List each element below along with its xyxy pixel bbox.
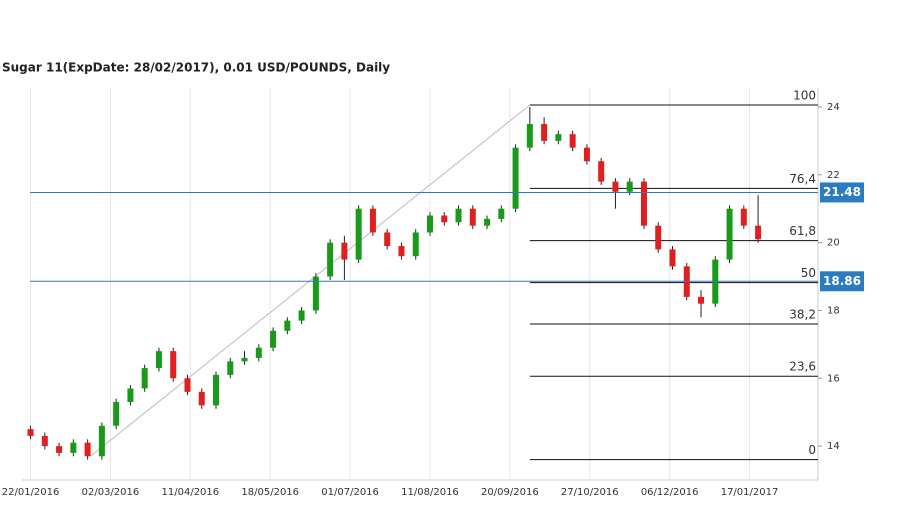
candle-body	[455, 208, 462, 223]
candle-body	[241, 357, 248, 362]
candle-body	[626, 181, 633, 192]
y-tick-label: 22	[827, 170, 840, 181]
candle-body	[484, 218, 491, 226]
candle-body	[341, 242, 348, 260]
x-tick-label: 27/10/2016	[561, 487, 619, 498]
candle-body	[598, 161, 605, 182]
candle-body	[198, 391, 205, 406]
candle-body	[512, 147, 519, 209]
candle-body	[726, 208, 733, 260]
candle-body	[669, 249, 676, 267]
candle-body	[583, 147, 590, 162]
candle-body	[740, 208, 747, 226]
candle-body	[655, 225, 662, 250]
candle-body	[184, 378, 191, 392]
fib-label: 23,6	[789, 360, 816, 374]
y-tick-label: 20	[827, 238, 840, 249]
fib-label: 76,4	[789, 172, 816, 186]
y-tick-label: 24	[827, 102, 840, 113]
candle-body	[569, 134, 576, 148]
candle-body	[70, 442, 77, 453]
price-label-box	[820, 271, 864, 292]
candle-body	[155, 351, 162, 369]
candle-body	[327, 242, 334, 277]
y-tick-label: 16	[827, 373, 840, 384]
x-tick-label: 22/01/2016	[2, 487, 60, 498]
candle-body	[698, 296, 705, 304]
candle-body	[213, 374, 220, 406]
candle-body	[127, 388, 134, 403]
candle-body	[56, 446, 63, 453]
candle-body	[255, 347, 262, 358]
chart-title: Sugar 11(ExpDate: 28/02/2017), 0.01 USD/…	[2, 61, 390, 75]
y-tick-label: 18	[827, 305, 840, 316]
candle-body	[141, 368, 148, 389]
candle-body	[270, 330, 277, 348]
candle-body	[426, 215, 433, 233]
candle-body	[384, 232, 391, 247]
candle-body	[98, 425, 105, 457]
candle-body	[526, 123, 533, 148]
candle-body	[369, 208, 376, 233]
price-label: 18.86	[823, 274, 861, 288]
x-tick-label: 20/09/2016	[481, 487, 539, 498]
candle-body	[441, 215, 448, 223]
fib-label: 61,8	[789, 224, 816, 238]
x-tick-label: 17/01/2017	[721, 487, 779, 498]
x-tick-label: 18/05/2016	[241, 487, 299, 498]
x-tick-label: 02/03/2016	[82, 487, 140, 498]
x-tick-label: 11/04/2016	[162, 487, 220, 498]
candle-body	[227, 361, 234, 375]
fib-label: 0	[808, 443, 816, 457]
x-tick-label: 11/08/2016	[401, 487, 459, 498]
candle-body	[312, 276, 319, 311]
price-label-box	[820, 182, 864, 203]
fib-label: 38,2	[789, 308, 816, 322]
candle-body	[412, 232, 419, 257]
price-label: 21.48	[823, 185, 861, 199]
candle-body	[41, 435, 48, 447]
trend-line	[90, 104, 531, 457]
candle-body	[355, 208, 362, 260]
x-tick-label: 01/07/2016	[321, 487, 379, 498]
candle-body	[84, 442, 91, 457]
candle-body	[298, 310, 305, 321]
candle-body	[612, 181, 619, 192]
candle-body	[113, 402, 120, 426]
candle-body	[498, 208, 505, 219]
candle-body	[640, 181, 647, 226]
candle-body	[27, 429, 34, 436]
candle-body	[541, 123, 548, 141]
fib-label: 50	[801, 266, 816, 280]
candle-body	[398, 246, 405, 257]
candle-body	[555, 134, 562, 141]
y-tick-label: 14	[827, 441, 840, 452]
candle-body	[469, 208, 476, 226]
x-tick-label: 06/12/2016	[641, 487, 699, 498]
candle-body	[170, 351, 177, 379]
candle-body	[284, 320, 291, 331]
candle-body	[755, 225, 762, 240]
fib-label: 100	[793, 88, 816, 102]
